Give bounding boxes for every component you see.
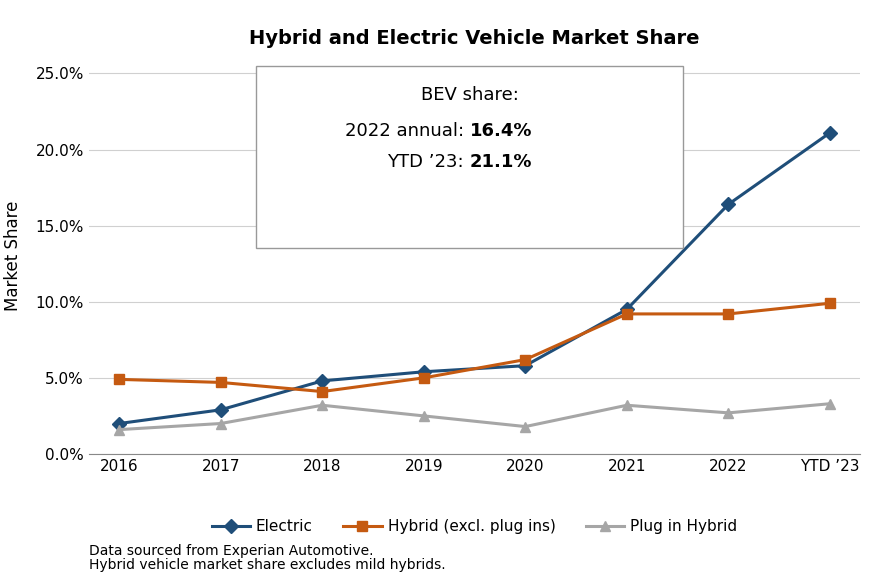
Legend: Electric, Hybrid (excl. plug ins), Plug in Hybrid: Electric, Hybrid (excl. plug ins), Plug …	[206, 513, 742, 540]
Bar	[256, 66, 682, 249]
Text: 16.4%: 16.4%	[469, 122, 532, 140]
Title: Hybrid and Electric Vehicle Market Share: Hybrid and Electric Vehicle Market Share	[249, 29, 699, 48]
Text: 21.1%: 21.1%	[469, 152, 532, 171]
Text: YTD ’23:: YTD ’23:	[386, 152, 469, 171]
Text: Hybrid vehicle market share excludes mild hybrids.: Hybrid vehicle market share excludes mil…	[89, 558, 445, 572]
Y-axis label: Market Share: Market Share	[4, 201, 21, 311]
Text: Data sourced from Experian Automotive.: Data sourced from Experian Automotive.	[89, 544, 373, 558]
Text: BEV share:: BEV share:	[420, 86, 517, 104]
Text: 2022 annual:: 2022 annual:	[344, 122, 469, 140]
